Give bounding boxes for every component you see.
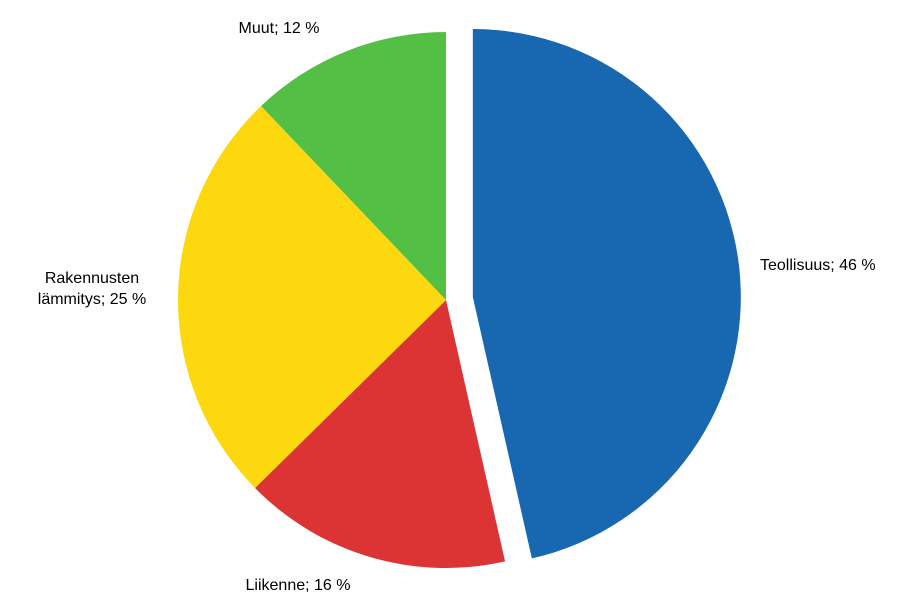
slice-label-line: Teollisuus; 46 % xyxy=(760,257,876,274)
slice-label-line: lämmitys; 25 % xyxy=(38,291,146,308)
slice-label-line: Liikenne; 16 % xyxy=(246,577,351,594)
slice-label-1: Liikenne; 16 % xyxy=(246,577,351,594)
pie-slice-0 xyxy=(472,29,741,559)
slice-label-line: Muut; 12 % xyxy=(239,20,320,37)
pie-slice-1 xyxy=(254,300,506,568)
slice-label-line: Rakennusten xyxy=(45,270,139,287)
slice-label-2: Rakennusten lämmitys; 25 % xyxy=(38,270,146,308)
pie-slices xyxy=(177,29,741,568)
pie-slice-2 xyxy=(177,106,446,488)
slice-label-0: Teollisuus; 46 % xyxy=(760,257,876,274)
slice-label-3: Muut; 12 % xyxy=(239,20,320,37)
pie-labels: Teollisuus; 46 % Liikenne; 16 % Rakennuste… xyxy=(38,20,876,594)
pie-slice-3 xyxy=(261,32,446,300)
